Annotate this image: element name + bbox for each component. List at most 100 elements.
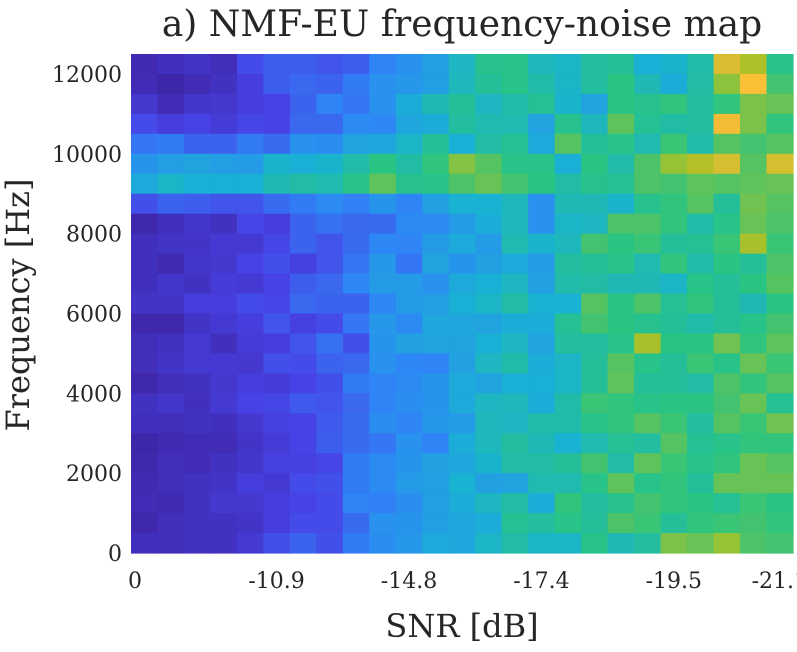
heatmap-cell (289, 233, 317, 255)
heatmap-cell (369, 153, 397, 175)
heatmap-cell (236, 493, 264, 514)
heatmap-cell (713, 393, 741, 414)
heatmap-cell (501, 213, 529, 235)
heatmap-cell (236, 273, 264, 295)
heatmap-cell (660, 253, 688, 275)
heatmap-cell (634, 473, 662, 494)
heatmap-cell (210, 213, 238, 235)
heatmap-cell (263, 233, 291, 255)
heatmap-cell (581, 413, 609, 434)
heatmap-cell (289, 153, 317, 175)
heatmap-cell (687, 193, 715, 215)
heatmap-cell (316, 413, 344, 434)
heatmap-cell (422, 233, 450, 255)
heatmap-cell (342, 273, 370, 295)
heatmap-cell (687, 433, 715, 454)
heatmap-cell (131, 313, 159, 335)
heatmap-cell (501, 273, 529, 295)
heatmap-cell (289, 73, 317, 95)
heatmap-cell (131, 473, 159, 494)
heatmap-cell (634, 313, 662, 335)
heatmap-cell (369, 233, 397, 255)
heatmap-cell (475, 293, 503, 315)
heatmap-cell (634, 133, 662, 155)
heatmap-cell (687, 273, 715, 295)
heatmap-cell (183, 513, 212, 534)
heatmap-cell (131, 273, 159, 295)
heatmap-cell (157, 73, 185, 95)
heatmap-cell (448, 533, 476, 554)
heatmap-cell (448, 373, 476, 394)
heatmap-cell (183, 473, 212, 494)
heatmap-cell (289, 533, 317, 554)
heatmap-cell (369, 54, 397, 75)
heatmap-cell (634, 513, 662, 534)
heatmap-cell (263, 353, 291, 374)
heatmap-cell (554, 193, 582, 215)
heatmap-cell (342, 313, 370, 335)
heatmap-cell (554, 173, 582, 195)
heatmap-cell (634, 253, 662, 275)
heatmap-cell (554, 133, 582, 155)
heatmap-cell (183, 173, 212, 195)
heatmap-cell (210, 413, 238, 434)
y-tick-label: 8000 (66, 223, 122, 248)
heatmap-cell (157, 393, 185, 414)
heatmap-cell (660, 393, 688, 414)
heatmap-cell (236, 113, 264, 135)
heatmap-cell (634, 493, 662, 514)
heatmap-cell (342, 233, 370, 255)
heatmap-cell (131, 213, 159, 235)
heatmap-cell (131, 54, 159, 75)
heatmap-cell (342, 213, 370, 235)
heatmap-cell (475, 393, 503, 414)
heatmap-cell (157, 54, 185, 75)
heatmap-cell (687, 373, 715, 394)
heatmap-cell (528, 233, 556, 255)
heatmap-cell (607, 193, 635, 215)
heatmap-cell (581, 253, 609, 275)
heatmap-cell (369, 453, 397, 474)
heatmap-cell (475, 113, 503, 135)
heatmap-cell (766, 213, 794, 235)
heatmap-cell (342, 293, 370, 315)
heatmap-cell (687, 393, 715, 414)
heatmap-cell (528, 153, 556, 175)
heatmap-cell (210, 233, 238, 255)
heatmap-cell (660, 353, 688, 374)
heatmap-cell (236, 373, 264, 394)
heatmap-cell (422, 333, 450, 354)
heatmap-cell (475, 73, 503, 95)
heatmap-cell (369, 373, 397, 394)
heatmap-cell (501, 73, 529, 95)
heatmap-cell (183, 413, 212, 434)
heatmap-cell (369, 413, 397, 434)
heatmap-cell (395, 513, 423, 534)
heatmap-cell (422, 133, 450, 155)
heatmap-cell (581, 473, 609, 494)
heatmap-cell (395, 73, 423, 95)
heatmap-cell (713, 293, 741, 315)
heatmap-cell (501, 493, 529, 514)
heatmap-cell (316, 253, 344, 275)
heatmap-cell (316, 193, 344, 215)
heatmap-cell (210, 273, 238, 295)
heatmap-cell (157, 93, 185, 115)
heatmap-cell (369, 113, 397, 135)
heatmap-cell (528, 533, 556, 554)
heatmap-cell (157, 433, 185, 454)
heatmap-cell (713, 93, 741, 115)
heatmap-cell (766, 433, 794, 454)
heatmap-cell (554, 93, 582, 115)
heatmap-cell (501, 133, 529, 155)
heatmap-cell (660, 273, 688, 295)
x-tick-label: -10.9 (248, 569, 304, 594)
heatmap-cell (131, 393, 159, 414)
heatmap-cell (687, 233, 715, 255)
heatmap-cell (210, 493, 238, 514)
heatmap-cell (607, 173, 635, 195)
heatmap-cell (740, 433, 768, 454)
heatmap-cell (766, 273, 794, 295)
heatmap-cell (157, 293, 185, 315)
heatmap-cell (528, 213, 556, 235)
